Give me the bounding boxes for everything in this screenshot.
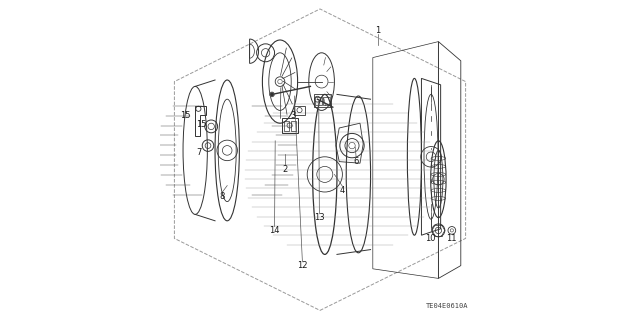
Bar [291,121,296,131]
Text: 14: 14 [269,226,280,235]
Text: 15: 15 [196,120,207,129]
Text: 2: 2 [282,165,287,174]
Text: 4: 4 [340,186,345,195]
Text: 6: 6 [353,157,359,166]
Bar [314,94,332,107]
Bar [323,97,330,105]
Circle shape [270,92,275,97]
Text: 10: 10 [426,234,436,243]
Text: 3: 3 [290,111,296,120]
Text: 13: 13 [314,213,324,222]
Bar [282,118,298,133]
Bar [315,97,322,105]
Text: 7: 7 [196,148,202,156]
Text: 15: 15 [180,111,191,120]
Text: 1: 1 [375,26,380,35]
Bar [284,121,289,131]
Text: TE04E0610A: TE04E0610A [426,303,468,309]
Text: 8: 8 [220,192,225,201]
Text: 12: 12 [297,261,308,270]
Text: 11: 11 [446,234,456,243]
Bar [294,106,305,115]
